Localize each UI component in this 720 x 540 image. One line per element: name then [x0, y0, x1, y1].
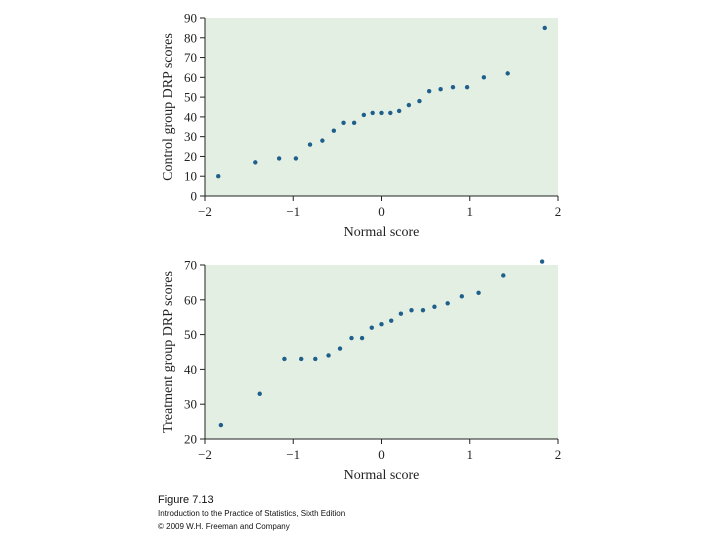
treatment-data-point: [379, 321, 384, 327]
treatment-data-point: [218, 422, 224, 428]
control-data-point: [351, 120, 357, 126]
control-y-tick-label: 10: [184, 169, 197, 184]
treatment-data-point: [389, 318, 394, 323]
copyright-notice: © 2009 W.H. Freeman and Company: [158, 522, 290, 531]
control-y-tick-label: 80: [184, 30, 197, 45]
treatment-data-point: [420, 308, 426, 313]
control-plot-area: [205, 18, 558, 196]
treatment-data-point: [337, 346, 343, 351]
control-data-point: [450, 85, 456, 90]
control-y-tick-label: 30: [184, 129, 197, 144]
control-data-point: [320, 138, 325, 143]
treatment-data-point: [369, 325, 374, 330]
treatment-y-tick-label: 60: [184, 292, 197, 307]
control-data-point: [417, 98, 422, 104]
control-data-point: [379, 110, 384, 116]
treatment-data-point: [257, 391, 262, 396]
control-y-tick-label: 70: [184, 50, 197, 65]
treatment-y-axis-title: Treatment group DRP scores: [161, 271, 176, 433]
treatment-plot-area: [205, 265, 558, 439]
treatment-y-tick-label: 50: [184, 327, 197, 342]
control-data-point: [505, 71, 510, 76]
treatment-y-tick-label: 70: [184, 258, 197, 273]
treatment-data-point: [359, 335, 365, 341]
treatment-x-tick-label: 1: [467, 447, 474, 462]
treatment-data-point: [313, 356, 318, 362]
control-x-tick-label: 2: [555, 204, 562, 219]
treatment-qq-plot: 20 30 40 50 60 70 −2 −1 0 1 2 Normal score Treatment…: [161, 258, 562, 484]
treatment-y-tick-label: 20: [184, 432, 197, 447]
treatment-data-point: [501, 273, 506, 278]
treatment-x-tick-label: −1: [286, 447, 300, 462]
control-data-point: [307, 142, 313, 147]
treatment-data-point: [409, 308, 414, 313]
control-x-tick-label: 0: [378, 204, 385, 219]
control-y-tick-label: 50: [184, 90, 197, 105]
treatment-data-point: [476, 290, 481, 296]
control-y-tick-label: 40: [184, 109, 197, 124]
treatment-y-tick-label: 40: [184, 362, 197, 377]
control-x-tick-label: −2: [198, 204, 212, 219]
control-data-point: [426, 88, 432, 94]
control-y-tick-label: 0: [191, 189, 198, 204]
treatment-data-point: [445, 301, 450, 306]
control-data-point: [276, 156, 282, 161]
control-y-axis-title: Control group DRP scores: [161, 33, 176, 181]
control-data-point: [253, 160, 258, 165]
control-data-point: [331, 128, 337, 133]
treatment-y-tick-label: 30: [184, 397, 197, 412]
control-x-axis-title: Normal score: [344, 225, 420, 240]
treatment-data-point: [398, 311, 404, 316]
control-y-tick-label: 20: [184, 149, 197, 164]
figure-label: Figure 7.13: [158, 494, 214, 506]
control-data-point: [216, 174, 221, 179]
control-data-point: [481, 75, 487, 80]
treatment-x-tick-label: 0: [378, 447, 385, 462]
control-data-point: [341, 120, 346, 126]
treatment-data-point: [539, 259, 545, 264]
treatment-data-point: [326, 353, 331, 358]
control-data-point: [396, 108, 402, 114]
control-data-point: [388, 110, 393, 116]
treatment-data-point: [349, 335, 354, 341]
treatment-data-point: [298, 356, 304, 362]
control-data-point: [542, 25, 547, 31]
treatment-data-point: [432, 304, 437, 309]
treatment-x-tick-label: 2: [555, 447, 562, 462]
control-data-point: [464, 85, 470, 90]
control-data-point: [370, 110, 375, 116]
control-x-tick-label: −1: [286, 204, 300, 219]
treatment-data-point: [459, 294, 465, 299]
control-qq-plot: 0 10 20 30 40 50 60 70 80 90 −2 −1 0 1 2 Normal score Co…: [161, 11, 562, 241]
treatment-data-point: [282, 356, 287, 362]
book-title: Introduction to the Practice of Statisti…: [158, 509, 346, 518]
control-data-point: [361, 112, 367, 118]
treatment-x-tick-label: −2: [198, 447, 212, 462]
control-data-point: [293, 156, 299, 161]
treatment-x-axis-title: Normal score: [344, 468, 420, 483]
control-data-point: [406, 102, 412, 108]
control-x-tick-label: 1: [467, 204, 474, 219]
control-data-point: [438, 87, 443, 92]
control-y-tick-label: 90: [184, 11, 197, 26]
control-y-tick-label: 60: [184, 70, 197, 85]
